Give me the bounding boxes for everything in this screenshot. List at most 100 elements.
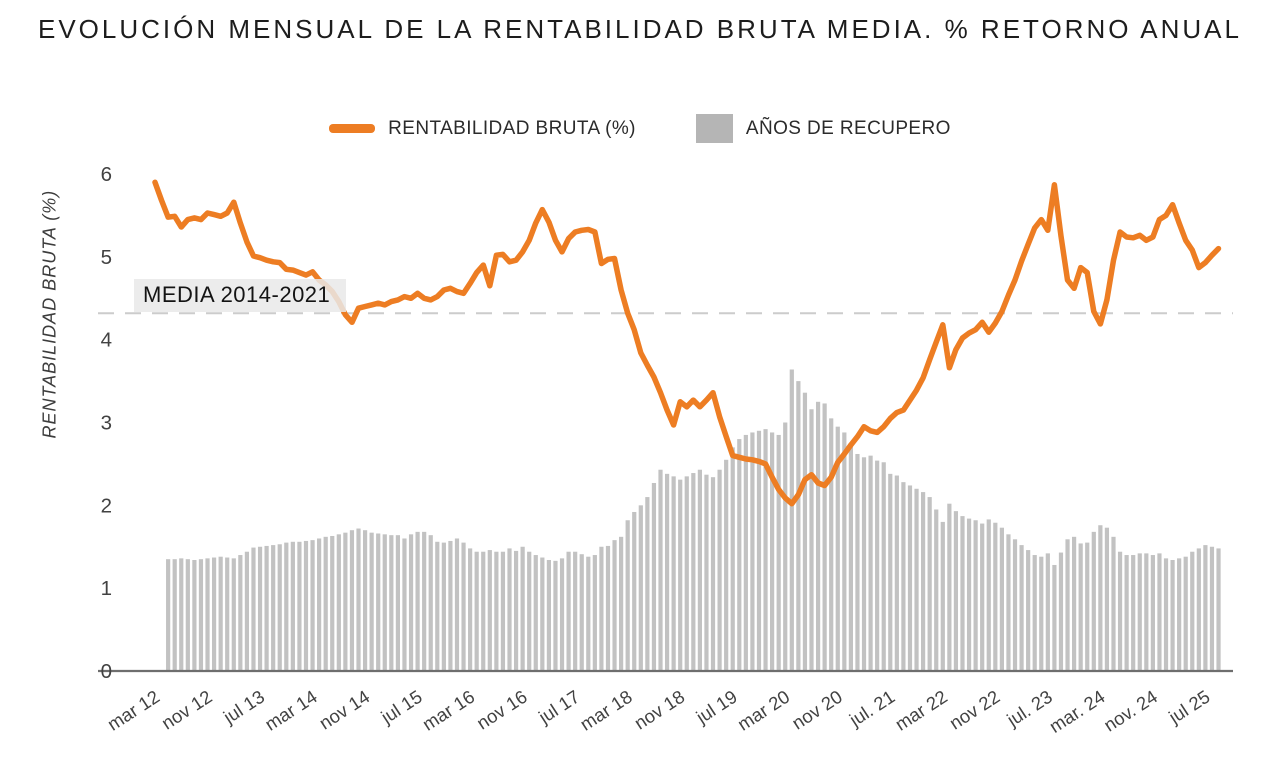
bar bbox=[349, 530, 355, 671]
bar bbox=[671, 476, 676, 671]
bar bbox=[619, 536, 624, 671]
y-tick-label: 0 bbox=[101, 660, 112, 683]
x-tick-label: nov. 24 bbox=[1100, 686, 1161, 736]
bar bbox=[441, 542, 446, 671]
bar bbox=[947, 503, 952, 671]
bar bbox=[448, 540, 453, 671]
x-tick-label: mar. 24 bbox=[1045, 686, 1108, 737]
bar bbox=[1203, 545, 1208, 671]
bar bbox=[205, 558, 210, 671]
bar bbox=[966, 518, 972, 671]
bar bbox=[1045, 553, 1050, 671]
x-tick-label: jul 13 bbox=[219, 686, 268, 728]
bar bbox=[599, 546, 604, 671]
bar bbox=[802, 392, 808, 671]
bar bbox=[198, 559, 204, 671]
bar bbox=[1065, 539, 1070, 671]
bar bbox=[494, 551, 499, 671]
bar bbox=[684, 476, 689, 671]
bar bbox=[500, 551, 506, 671]
bar bbox=[192, 560, 197, 671]
bar bbox=[888, 473, 893, 671]
bar bbox=[573, 551, 578, 671]
bar bbox=[1131, 555, 1136, 671]
bar bbox=[1091, 531, 1096, 671]
bar bbox=[980, 523, 985, 671]
bar bbox=[271, 545, 276, 671]
bar bbox=[1058, 552, 1064, 671]
x-tick-label: mar 12 bbox=[103, 686, 163, 735]
bar bbox=[586, 556, 591, 671]
y-tick-labels: 0 1 2 3 4 5 6 bbox=[101, 163, 112, 683]
bar bbox=[855, 453, 860, 671]
bar bbox=[310, 540, 315, 671]
bar bbox=[1019, 545, 1024, 671]
bar bbox=[1137, 553, 1142, 671]
bar bbox=[625, 520, 630, 671]
y-tick-label: 4 bbox=[101, 329, 112, 352]
bar bbox=[1190, 551, 1195, 671]
x-tick-label: jul 17 bbox=[534, 686, 583, 728]
bar bbox=[428, 535, 433, 671]
bar bbox=[993, 522, 998, 671]
page-title: EVOLUCIÓN MENSUAL DE LA RENTABILIDAD BRU… bbox=[38, 14, 1242, 44]
bar bbox=[179, 558, 184, 671]
bar bbox=[527, 551, 532, 671]
bar bbox=[218, 556, 223, 671]
bar bbox=[330, 535, 335, 671]
x-tick-label: jul 25 bbox=[1164, 686, 1213, 728]
bar bbox=[1124, 555, 1129, 671]
recupero-bars bbox=[166, 369, 1221, 671]
bar bbox=[382, 534, 387, 671]
bar bbox=[783, 422, 788, 671]
bar bbox=[638, 505, 643, 671]
bar bbox=[756, 430, 762, 671]
bar bbox=[1157, 553, 1162, 671]
bar bbox=[290, 541, 295, 671]
bar bbox=[356, 528, 361, 671]
bar bbox=[533, 555, 538, 671]
x-tick-label: jul 19 bbox=[692, 686, 741, 728]
x-tick-label: mar 16 bbox=[419, 686, 479, 735]
bar bbox=[1111, 536, 1116, 671]
bar bbox=[770, 432, 775, 671]
bar bbox=[540, 557, 545, 671]
bar bbox=[369, 532, 374, 671]
bar bbox=[238, 555, 243, 671]
bar bbox=[468, 548, 473, 671]
bar bbox=[389, 535, 394, 671]
bar bbox=[612, 540, 617, 671]
legend-bar-label: AÑOS DE RECUPERO bbox=[745, 117, 951, 139]
bar bbox=[264, 545, 269, 671]
bar bbox=[868, 455, 873, 671]
bar bbox=[724, 459, 729, 671]
bar bbox=[658, 469, 663, 671]
bar bbox=[362, 530, 368, 671]
bar bbox=[776, 434, 781, 671]
bar bbox=[1163, 558, 1169, 671]
bar bbox=[415, 531, 420, 671]
bar bbox=[1032, 555, 1037, 671]
bar bbox=[211, 557, 217, 671]
bar bbox=[422, 531, 427, 671]
x-tick-label: mar 14 bbox=[261, 686, 321, 735]
bar bbox=[1085, 542, 1090, 671]
bar bbox=[605, 545, 611, 671]
bar bbox=[277, 544, 282, 671]
legend: RENTABILIDAD BRUTA (%) AÑOS DE RECUPERO bbox=[0, 114, 1280, 143]
y-tick-label: 6 bbox=[101, 163, 112, 186]
bar bbox=[822, 403, 827, 671]
bar bbox=[546, 560, 551, 671]
bar bbox=[651, 482, 657, 671]
x-tick-label: nov 22 bbox=[945, 686, 1003, 734]
bar bbox=[244, 551, 250, 671]
bar bbox=[1012, 539, 1018, 671]
bar bbox=[166, 559, 171, 671]
bar bbox=[513, 550, 519, 671]
bar bbox=[553, 560, 558, 671]
bar bbox=[1104, 527, 1110, 671]
bar bbox=[408, 534, 414, 671]
